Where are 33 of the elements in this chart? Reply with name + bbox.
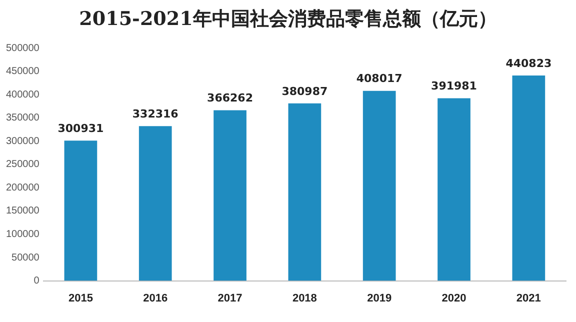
bar bbox=[288, 103, 322, 281]
y-tick-label: 50000 bbox=[12, 252, 40, 264]
y-tick-label: 100000 bbox=[6, 228, 40, 240]
data-label: 332316 bbox=[132, 107, 179, 120]
y-tick-label: 450000 bbox=[6, 66, 40, 78]
bar bbox=[214, 110, 246, 281]
data-label: 300931 bbox=[58, 122, 104, 136]
x-tick-label: 2017 bbox=[218, 292, 242, 304]
data-label: 440823 bbox=[506, 56, 552, 70]
x-tick-label: 2018 bbox=[292, 292, 317, 304]
y-tick-label: 500000 bbox=[6, 42, 40, 54]
y-tick-label: 250000 bbox=[6, 159, 40, 170]
bar bbox=[512, 76, 546, 281]
chart-title: 2015-2021年中国社会消费品零售总额（亿元） bbox=[78, 7, 498, 32]
x-tick-label: 2020 bbox=[442, 292, 466, 304]
x-tick-label: 2021 bbox=[516, 292, 541, 304]
data-label: 391981 bbox=[431, 80, 477, 93]
x-tick-label: 2016 bbox=[143, 292, 168, 304]
y-tick-label: 300000 bbox=[6, 136, 40, 147]
bar bbox=[438, 98, 470, 281]
y-tick-label: 0 bbox=[34, 276, 40, 287]
data-label: 366262 bbox=[207, 92, 253, 105]
data-label: 380987 bbox=[282, 84, 328, 98]
bar bbox=[362, 90, 396, 281]
y-tick-label: 200000 bbox=[6, 182, 40, 194]
y-tick-label: 150000 bbox=[6, 206, 40, 217]
data-label: 408017 bbox=[356, 72, 402, 86]
x-tick-label: 2019 bbox=[367, 292, 392, 304]
bar bbox=[64, 140, 98, 281]
y-tick-label: 400000 bbox=[6, 89, 40, 100]
bar bbox=[138, 126, 172, 281]
x-tick-label: 2015 bbox=[68, 292, 93, 304]
y-tick-label: 350000 bbox=[6, 112, 40, 124]
